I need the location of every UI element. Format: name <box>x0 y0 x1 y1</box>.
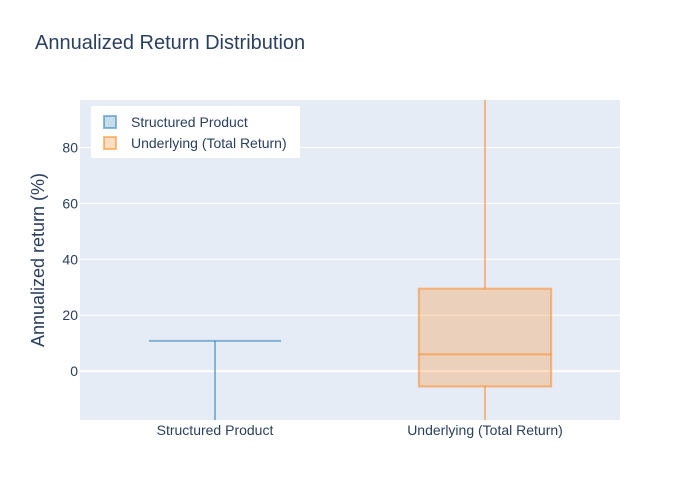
y-tick-label: 0 <box>70 363 78 379</box>
legend[interactable]: Structured Product Underlying (Total Retu… <box>91 106 300 158</box>
legend-label: Underlying (Total Return) <box>131 135 287 151</box>
x-tick-labels: Structured Product Underlying (Total Retu… <box>157 422 563 438</box>
legend-item[interactable]: Underlying (Total Return) <box>103 135 287 151</box>
legend-label: Structured Product <box>131 114 248 130</box>
y-tick-labels: 0 20 40 60 80 <box>62 140 78 380</box>
x-tick-label: Underlying (Total Return) <box>407 422 563 438</box>
x-tick-label: Structured Product <box>157 422 274 438</box>
iqr-box <box>417 287 553 388</box>
chart-title: Annualized Return Distribution <box>35 32 305 54</box>
box-2[interactable] <box>417 100 553 420</box>
boxes <box>148 100 553 420</box>
legend-swatch <box>103 136 117 150</box>
y-axis-title: Annualized return (%) <box>28 173 48 347</box>
grid-lines <box>80 147 620 373</box>
legend-swatch <box>103 115 117 129</box>
y-tick-label: 20 <box>62 307 78 323</box>
legend-item[interactable]: Structured Product <box>103 114 248 130</box>
y-tick-label: 40 <box>62 251 78 267</box>
legend-background <box>91 106 300 158</box>
box-1[interactable] <box>148 339 282 420</box>
y-tick-label: 60 <box>62 195 78 211</box>
y-tick-label: 80 <box>62 140 78 156</box>
